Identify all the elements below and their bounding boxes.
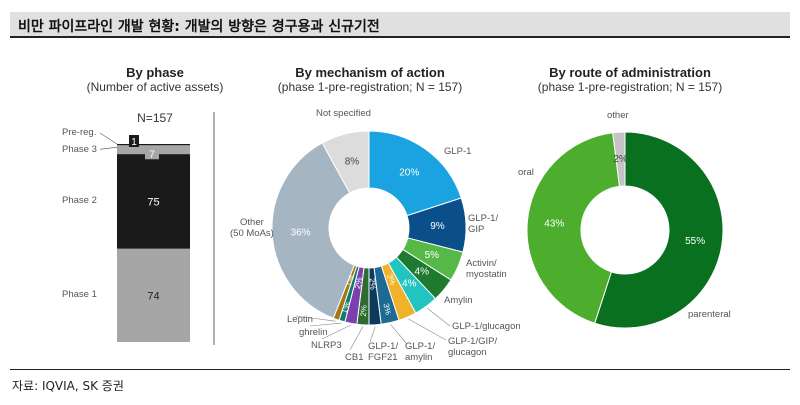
bar-value: 75: [147, 196, 159, 208]
slice-label: parenteral: [688, 309, 731, 320]
slice-percent: 5%: [425, 250, 440, 261]
slice-label: GLP-1: [444, 146, 472, 157]
slice-label: Amylin: [444, 295, 473, 306]
slice-percent: 55%: [685, 236, 705, 247]
slice-label: Leptin: [287, 314, 313, 325]
slice-not-specified: [321, 130, 370, 194]
leader-line: [349, 326, 364, 351]
slice-percent: 43%: [544, 218, 564, 229]
slice-percent: 2%: [368, 278, 378, 290]
slice-label: CB1: [345, 352, 364, 363]
slice-glp-1: [368, 130, 462, 217]
slice-label: Other (50 MoAs): [230, 217, 274, 239]
bar-category-label: Phase 3: [62, 144, 97, 156]
slice-label: GLP-1/amylin: [405, 341, 436, 363]
leader-line: [99, 146, 118, 150]
slice-label: oral: [518, 167, 534, 178]
leader-line: [408, 318, 447, 341]
leader-line: [390, 324, 408, 345]
bar-value: 74: [147, 290, 159, 302]
bar-phase-1: [117, 248, 190, 342]
slice-percent: 4%: [402, 278, 417, 289]
slice-percent: 20%: [399, 168, 419, 179]
slice-label: GLP-1/GIP/glucagon: [448, 336, 498, 358]
leader-line: [427, 307, 451, 327]
bar-category-label: Phase 1: [62, 289, 97, 301]
slice-percent: 4%: [415, 267, 430, 278]
slice-percent: 1%: [340, 301, 352, 315]
slice-label: Activin/myostatin: [466, 258, 507, 280]
slice-label: GLP-1/glucagon: [452, 321, 521, 332]
slice-percent: 2%: [353, 276, 364, 289]
slice-percent: 3%: [385, 272, 398, 286]
slice-percent: 36%: [291, 227, 311, 238]
slice-other: [612, 131, 626, 187]
bar-pre-reg-: [117, 144, 190, 146]
header-bar: 비만 파이프라인 개발 현황: 개발의 방향은 경구용과 신규기전: [10, 12, 790, 38]
footer-rule: [10, 369, 790, 370]
value-box: [145, 147, 159, 160]
route-chart-title: By route of administration (phase 1-pre-r…: [537, 65, 723, 94]
source-note: 자료: IQVIA, SK 증권: [12, 379, 124, 393]
bar-value: 1: [131, 137, 137, 148]
bar-phase-2: [117, 154, 190, 249]
leader-line: [99, 132, 118, 145]
slice-label: ghrelin: [299, 327, 328, 338]
slice-label: NLRP3: [311, 340, 342, 351]
leader-line: [369, 326, 376, 343]
bar-value: 7: [149, 149, 155, 160]
slice-oral: [526, 132, 621, 324]
leader-line: [295, 315, 336, 322]
slice-label: other: [607, 110, 629, 121]
slice-percent: 8%: [345, 157, 360, 168]
bar-category-label: Phase 2: [62, 195, 97, 207]
leader-line: [309, 322, 342, 327]
slice-percent: 3%: [381, 302, 392, 315]
page-title: 비만 파이프라인 개발 현황: 개발의 방향은 경구용과 신규기전: [18, 19, 380, 35]
slice-label: GLP-1/FGF21: [368, 341, 399, 363]
slice-percent: 2%: [359, 305, 369, 317]
leader-line: [321, 324, 351, 340]
slice-label: GLP-1/GIP: [468, 213, 499, 235]
slice-label: Not specified: [316, 108, 371, 119]
slice-percent: 2%: [613, 154, 628, 165]
slice-percent: 9%: [430, 221, 445, 232]
moa-chart-title: By mechanism of action (phase 1-pre-regis…: [277, 65, 463, 94]
phase-chart-title: By phase (Number of active assets): [86, 65, 224, 94]
bar-category-label: Pre-reg.: [62, 127, 97, 138]
slice-parenteral: [594, 131, 724, 329]
total-label: N=157: [137, 111, 173, 125]
value-box: [129, 135, 139, 147]
slice-other-50-moas: [271, 142, 355, 319]
